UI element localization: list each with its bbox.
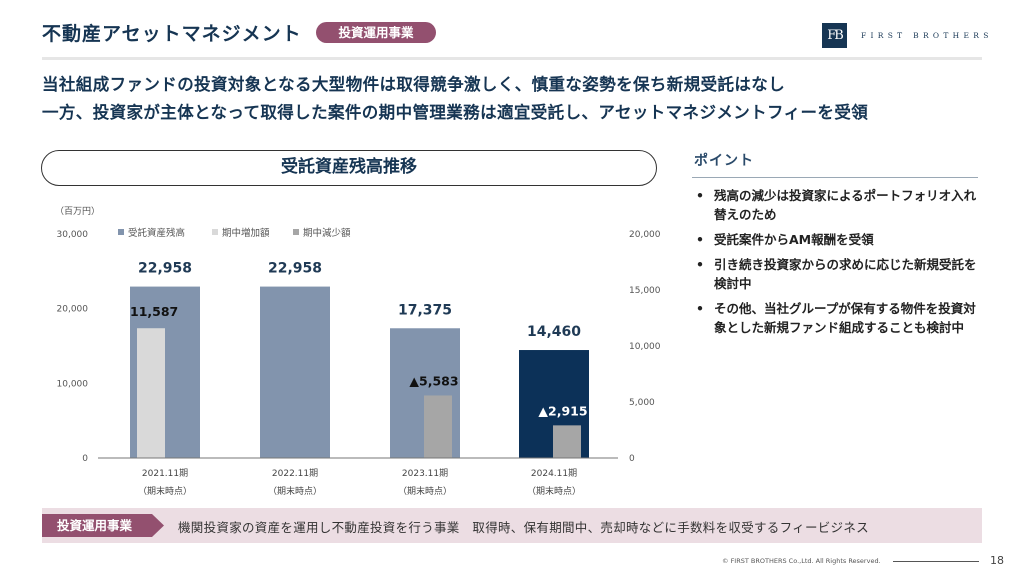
category-label: 2023.11期 <box>402 468 448 479</box>
category-badge: 投資運用事業 <box>316 22 436 43</box>
legend-swatch-balance <box>118 229 124 235</box>
lead-line-2: 一方、投資家が主体となって取得した案件の期中管理業務は適宜受託し、アセットマネジ… <box>42 103 869 122</box>
right-axis-tick-label: 0 <box>629 454 635 464</box>
point-item: • その他、当社グループが保有する物件を投資対象とした新規ファンド組成することも検… <box>694 299 986 337</box>
left-axis-tick-label: 0 <box>82 454 88 464</box>
left-axis: 0 10,000 20,000 30,000 <box>57 230 89 464</box>
logo-mark-icon: FB <box>822 23 847 48</box>
right-axis-tick-label: 20,000 <box>629 230 661 240</box>
decrease-value-label: ▲5,583 <box>409 373 458 388</box>
category-sublabel: （期末時点） <box>398 485 452 497</box>
legend-increase: 期中増加額 <box>222 227 270 239</box>
right-axis-tick-label: 15,000 <box>629 286 661 296</box>
category-label: 2022.11期 <box>272 468 318 479</box>
page-number: 18 <box>990 554 1004 567</box>
category-label: 2024.11期 <box>531 468 577 479</box>
category-axis: 2021.11期 （期末時点） 2022.11期 （期末時点） 2023.11期 （期末時… <box>138 468 581 497</box>
point-text: 残高の減少は投資家によるポートフォリオ入れ替えのため <box>714 188 977 222</box>
category-sublabel: （期末時点） <box>138 485 192 497</box>
bullet-icon: • <box>696 188 704 203</box>
left-axis-tick-label: 10,000 <box>57 379 89 389</box>
unit-label: （百万円） <box>55 206 100 217</box>
balance-value-label: 22,958 <box>268 261 322 277</box>
point-item: • 引き続き投資家からの求めに応じた新規受託を検討中 <box>694 255 986 293</box>
balance-value-label: 22,958 <box>138 261 192 277</box>
copyright-rule <box>893 561 979 562</box>
bullet-icon: • <box>696 232 704 247</box>
left-axis-tick-label: 30,000 <box>57 230 89 240</box>
point-text: 受託案件からAM報酬を受領 <box>714 232 874 247</box>
point-text: その他、当社グループが保有する物件を投資対象とした新規ファンド組成することも検討… <box>714 301 976 335</box>
page-title: 不動産アセットマネジメント <box>42 23 302 45</box>
decrease-bar <box>553 425 581 458</box>
decrease-value-label: ▲2,915 <box>538 403 587 418</box>
category-sublabel: （期末時点） <box>527 485 581 497</box>
balance-bar <box>260 286 330 458</box>
lead-text: 当社組成ファンドの投資対象となる大型物件は取得競争激しく、慎重な姿勢を保ち新規受… <box>42 71 868 127</box>
legend-balance: 受託資産残高 <box>128 227 185 239</box>
legend-decrease: 期中減少額 <box>303 227 351 239</box>
point-item: • 残高の減少は投資家によるポートフォリオ入れ替えのため <box>694 186 986 224</box>
lead-line-1: 当社組成ファンドの投資対象となる大型物件は取得競争激しく、慎重な姿勢を保ち新規受… <box>42 75 786 94</box>
right-axis: 0 5,000 10,000 15,000 20,000 <box>629 230 661 464</box>
copyright: © FIRST BROTHERS Co.,Ltd. All Rights Res… <box>722 557 881 565</box>
category-label: 2021.11期 <box>142 468 188 479</box>
chart-legend: 受託資産残高 期中増加額 期中減少額 <box>118 227 351 239</box>
company-logo: FB FIRST BROTHERS <box>822 23 993 48</box>
point-text: 引き続き投資家からの求めに応じた新規受託を検討中 <box>714 257 977 291</box>
point-item: • 受託案件からAM報酬を受領 <box>694 230 986 249</box>
left-axis-tick-label: 20,000 <box>57 305 89 315</box>
bullet-icon: • <box>696 301 704 316</box>
category-sublabel: （期末時点） <box>268 485 322 497</box>
chart-title: 受託資産残高推移 <box>41 150 657 186</box>
bullet-icon: • <box>696 257 704 272</box>
increase-bar <box>137 328 165 458</box>
balance-value-label: 17,375 <box>398 302 452 318</box>
footer-tag: 投資運用事業 <box>42 514 164 537</box>
increase-value-label: 11,587 <box>130 304 178 319</box>
points-heading: ポイント <box>694 153 754 169</box>
points-list: • 残高の減少は投資家によるポートフォリオ入れ替えのため • 受託案件からAM報酬を… <box>694 186 986 343</box>
right-axis-tick-label: 10,000 <box>629 342 661 352</box>
chart-labels: 22,958 11,587 22,958 17,375 ▲5,583 14,460 ▲2,9… <box>130 261 588 419</box>
logo-text: FIRST BROTHERS <box>861 31 993 40</box>
points-divider <box>692 177 978 178</box>
balance-value-label: 14,460 <box>527 324 581 340</box>
right-axis-tick-label: 5,000 <box>629 398 655 408</box>
legend-swatch-increase <box>212 229 218 235</box>
decrease-bar <box>424 395 452 458</box>
legend-swatch-decrease <box>293 229 299 235</box>
header-divider <box>42 57 982 60</box>
chart-bars <box>130 286 589 458</box>
footer-description: 機関投資家の資産を運用し不動産投資を行う事業 取得時、保有期間中、売却時などに手… <box>178 520 869 535</box>
footer-band <box>42 508 982 543</box>
